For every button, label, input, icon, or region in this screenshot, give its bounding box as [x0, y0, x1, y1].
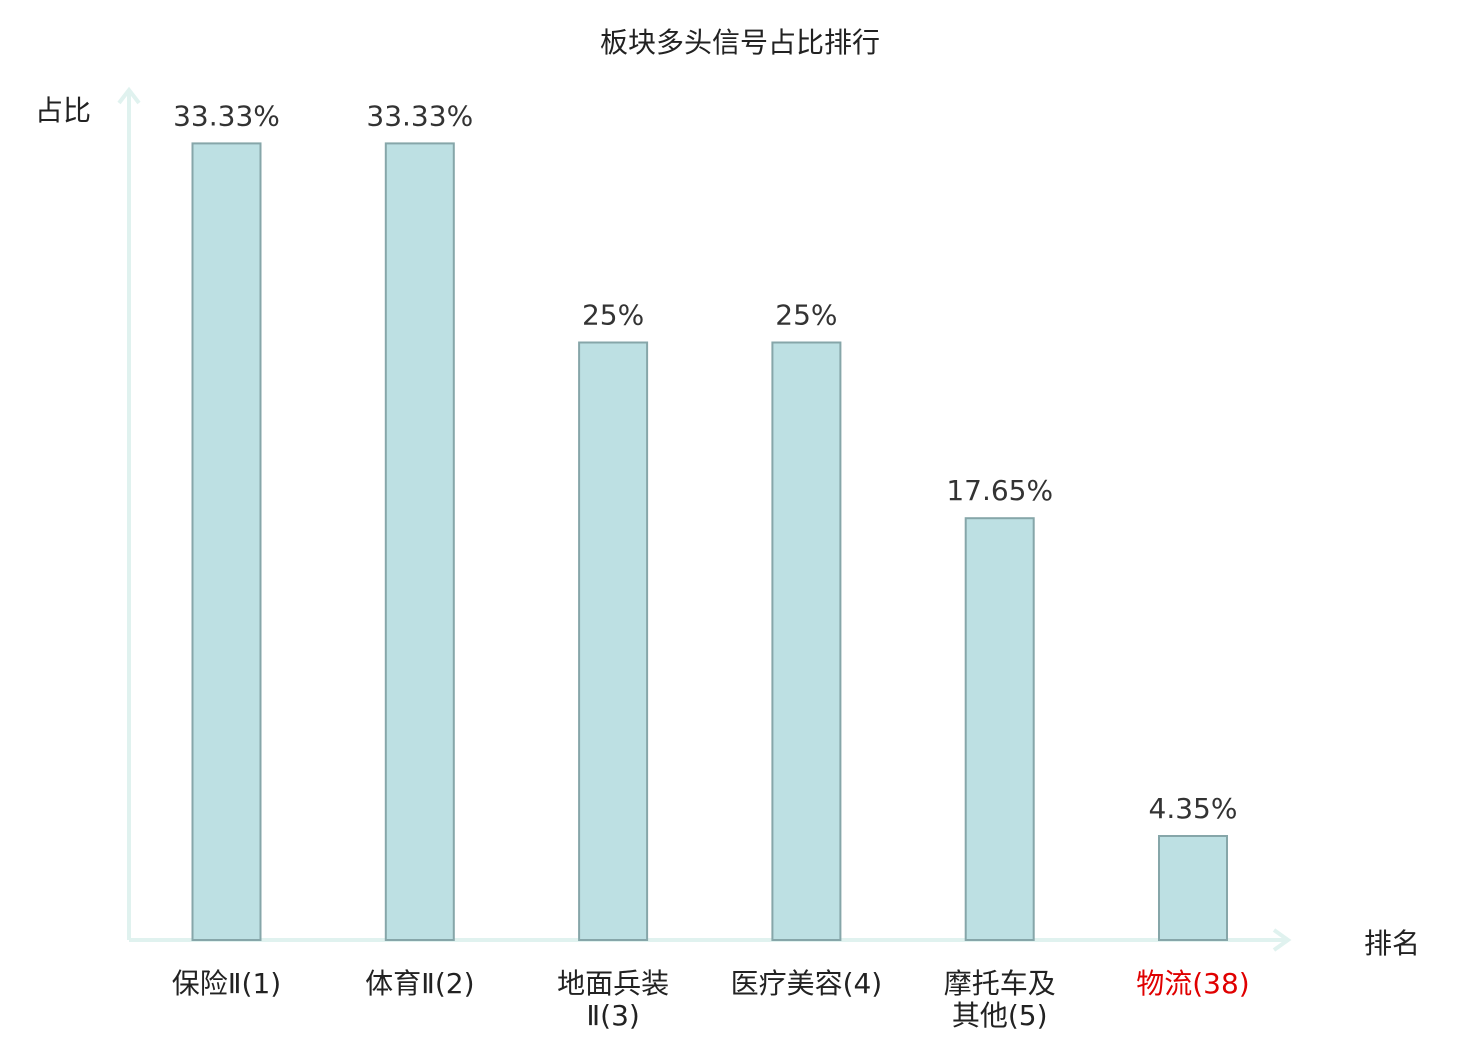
value-label-1: 33.33% [366, 99, 473, 132]
value-label-4: 17.65% [946, 474, 1053, 507]
category-label-line: 摩托车及 [944, 967, 1056, 1000]
chart-title: 板块多头信号占比排行 [600, 26, 880, 59]
bar-0 [191, 142, 262, 941]
y-axis-arrow [117, 86, 141, 105]
category-label-5: 物流(38) [1136, 967, 1249, 1000]
category-label-0: 保险Ⅱ(1) [172, 967, 281, 1000]
category-labels-group: 保险Ⅱ(1) 体育Ⅱ(2) 地面兵装 Ⅱ(3) 医疗美容(4) 摩托车及其他(5) 物流(3… [172, 967, 1250, 1032]
category-label-line: Ⅱ(3) [586, 999, 639, 1032]
category-label-line: 体育Ⅱ(2) [365, 967, 474, 1000]
bars-group [191, 142, 1228, 941]
category-label-line: 其他(5) [952, 999, 1048, 1032]
bar-2 [578, 341, 649, 941]
category-label-4: 摩托车及其他(5) [944, 967, 1056, 1032]
value-label-5: 4.35% [1149, 792, 1238, 825]
bar-4 [964, 517, 1035, 941]
category-label-line: 地面兵装 [557, 967, 669, 1000]
value-label-3: 25% [775, 299, 837, 332]
category-label-line: 保险Ⅱ(1) [172, 967, 281, 1000]
category-label-line: 医疗美容(4) [731, 967, 883, 1000]
category-label-2: 地面兵装 Ⅱ(3) [557, 967, 669, 1032]
value-label-2: 25% [582, 299, 644, 332]
bar-3 [771, 341, 842, 941]
x-axis-arrow [1272, 928, 1292, 952]
value-labels-group: 33.33% 33.33% 25% 25% 17.65% 4.35% [173, 99, 1237, 825]
x-axis-label: 排名 [1364, 927, 1420, 960]
category-label-1: 体育Ⅱ(2) [365, 967, 474, 1000]
category-label-line: 物流(38) [1136, 967, 1249, 1000]
category-label-3: 医疗美容(4) [731, 967, 883, 1000]
y-axis-label: 占比 [35, 94, 91, 127]
value-label-0: 33.33% [173, 99, 280, 132]
bar-5 [1158, 835, 1228, 941]
bar-1 [384, 142, 455, 941]
